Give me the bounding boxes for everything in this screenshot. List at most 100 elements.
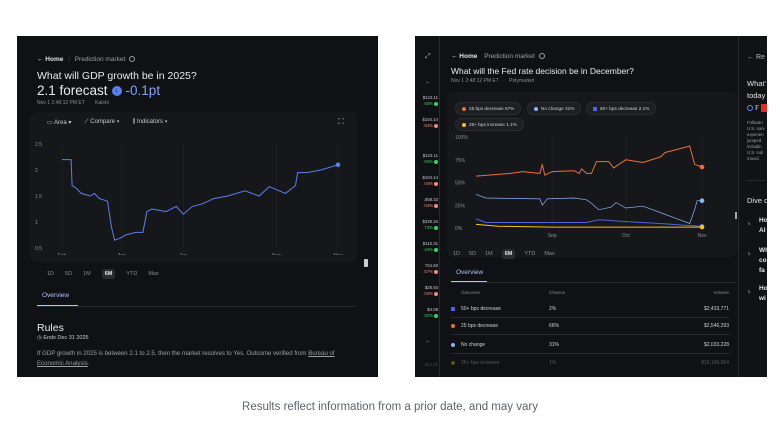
followup-question[interactable]: Ho [759,285,767,292]
followup-question[interactable]: co [759,257,767,264]
table-row[interactable]: No change 31% $2,033,228 [451,342,729,352]
reply-arrow-icon: ↳ [747,221,752,227]
home-link[interactable]: ← Home [37,56,64,63]
sidebar-text: U.S. sarv [747,126,765,131]
chart-card [30,112,357,262]
x-tick-label: Oct [622,233,630,239]
sidebar-text: U.S. indi [747,150,764,155]
bea-link[interactable]: Bureau of Economic Analysis [37,350,335,367]
legend-chip[interactable]: No change 31% [527,102,582,115]
outcome-chance: 31% [549,342,560,348]
sidebar-heading: What' [747,79,766,88]
resize-handle[interactable] [735,212,737,219]
legend-swatch [534,106,538,111]
legend-chip[interactable]: 50+ bps decrease 2.1% [586,102,657,115]
range-5d[interactable]: 5D [65,271,73,277]
area-label: Area [54,120,67,126]
range-5d[interactable]: 5D [469,251,477,257]
ticker-item[interactable]: $28.93 .03% [423,285,438,297]
range-6m[interactable]: 6M [501,249,516,259]
ticker-price: $110.31 [422,241,438,246]
expand-icon[interactable]: ⤢ [425,53,431,60]
ticker-item[interactable]: $339.34 .73% [422,219,438,231]
sidebar-text: includin [747,144,762,149]
followup-question[interactable]: wi [759,295,766,302]
ticker-price: 724.60 [424,263,438,268]
ticker-change: .03% [423,291,433,296]
series-line [62,159,339,241]
fullscreen-icon[interactable]: ⛶ [338,117,344,126]
tab-overview[interactable]: Overview [42,292,70,299]
arrow-up-icon [434,225,438,230]
arrow-down-icon [434,291,438,296]
compare-dropdown[interactable]: ⟋ Compare ▾ [84,119,120,125]
source: Polymarket [509,78,535,84]
range-ytd[interactable]: YTD [524,251,536,257]
info-icon[interactable] [538,53,545,60]
y-tick-label: 25% [455,203,466,209]
scrollbar-handle[interactable] [364,259,368,267]
source-logo [747,105,753,111]
chevron-up-icon[interactable]: ⌃ [425,82,431,88]
legend-chip[interactable]: 25+ bps increase 1.1% [455,118,524,131]
range-1m[interactable]: 1M [485,251,493,257]
legend-chip[interactable]: 25 bps decrease 67% [455,102,522,115]
table-row[interactable]: 50+ bps decrease 2% $2,433,771 [451,306,729,316]
ticker-item[interactable]: $123.11 .83% [423,95,438,107]
table-row[interactable]: 25 bps decrease 66% $2,546,293 [451,323,729,333]
range-1d[interactable]: 1D [453,251,461,257]
table-row[interactable]: 25+ bps increase 1% $16,106,654 [451,360,729,370]
sidebar-text: mixed. [747,156,760,161]
area-dropdown[interactable]: ▭ Area ▾ [47,120,72,126]
range-1m[interactable]: 1M [83,271,91,277]
ticker-item[interactable]: $110.31 .44% [423,241,438,253]
ticker-item[interactable]: 724.60 .57% [423,263,438,275]
header-chance: Chance [549,290,566,295]
ticker-strip [415,36,440,377]
range-1d[interactable]: 1D [47,271,55,277]
followup-question[interactable]: Wh [759,247,767,254]
series-end-point[interactable] [699,224,705,230]
timestamp: Nov 1 2:48:12 PM ET [451,78,499,84]
followup-question[interactable]: Ho [759,217,767,224]
tab-overview[interactable]: Overview [456,269,484,276]
chevron-up-icon[interactable]: ⌃ [425,341,431,347]
range-6m[interactable]: 6M [101,269,116,279]
y-tick-label: 0.5 [35,246,42,252]
range-max[interactable]: Max [544,251,555,257]
compare-label: Compare [90,119,115,125]
arrow-up-icon [434,101,438,106]
series-end-point[interactable] [335,162,341,168]
series-end-point[interactable] [699,164,705,170]
outcome-name: 50+ bps decrease [461,306,501,312]
ticker-item[interactable]: $123.11 .83% [423,153,438,165]
ticker-item[interactable]: $104.14 .04% [422,117,438,129]
range-max[interactable]: Max [148,271,159,277]
followup-question[interactable]: fa [759,267,765,274]
y-tick-label: 100% [455,135,468,141]
fed-market-panel: ⤢ ⌃ $123.11 .83% $104.14 .04% $123.11 .8… [415,36,767,377]
source-logo-red [761,104,767,112]
home-link[interactable]: ← Home [451,53,478,60]
ticker-item[interactable]: $4.08 .02% [423,307,438,319]
page-title: What will the Fed rate decision be in De… [451,66,634,76]
sidebar-heading-2: today [747,91,766,100]
range-ytd[interactable]: YTD [126,271,138,277]
arrow-up-icon [434,313,438,318]
clock-icon: ◷ [37,335,42,341]
series-line [475,223,702,228]
reply-arrow-icon: ↳ [747,251,752,257]
info-icon[interactable] [129,56,136,63]
ticker-item[interactable]: $104.14 .04% [422,175,438,187]
series-end-point[interactable] [699,198,705,203]
y-tick-label: 75% [455,158,466,164]
ticker-item[interactable]: ,658.32 .04% [423,197,438,209]
ticker-price: $104.14 [422,175,438,180]
breadcrumb: ← Home | Prediction market [37,56,136,63]
legend-label: No change 31% [541,106,575,111]
legend-label: 25 bps decrease 67% [469,106,515,111]
ticker-change: .04% [423,123,433,128]
sidebar-back-link[interactable]: ← Re [747,54,765,61]
indicators-dropdown[interactable]: ⫼ Indicators ▾ [132,119,168,125]
followup-question[interactable]: Al [759,227,766,234]
